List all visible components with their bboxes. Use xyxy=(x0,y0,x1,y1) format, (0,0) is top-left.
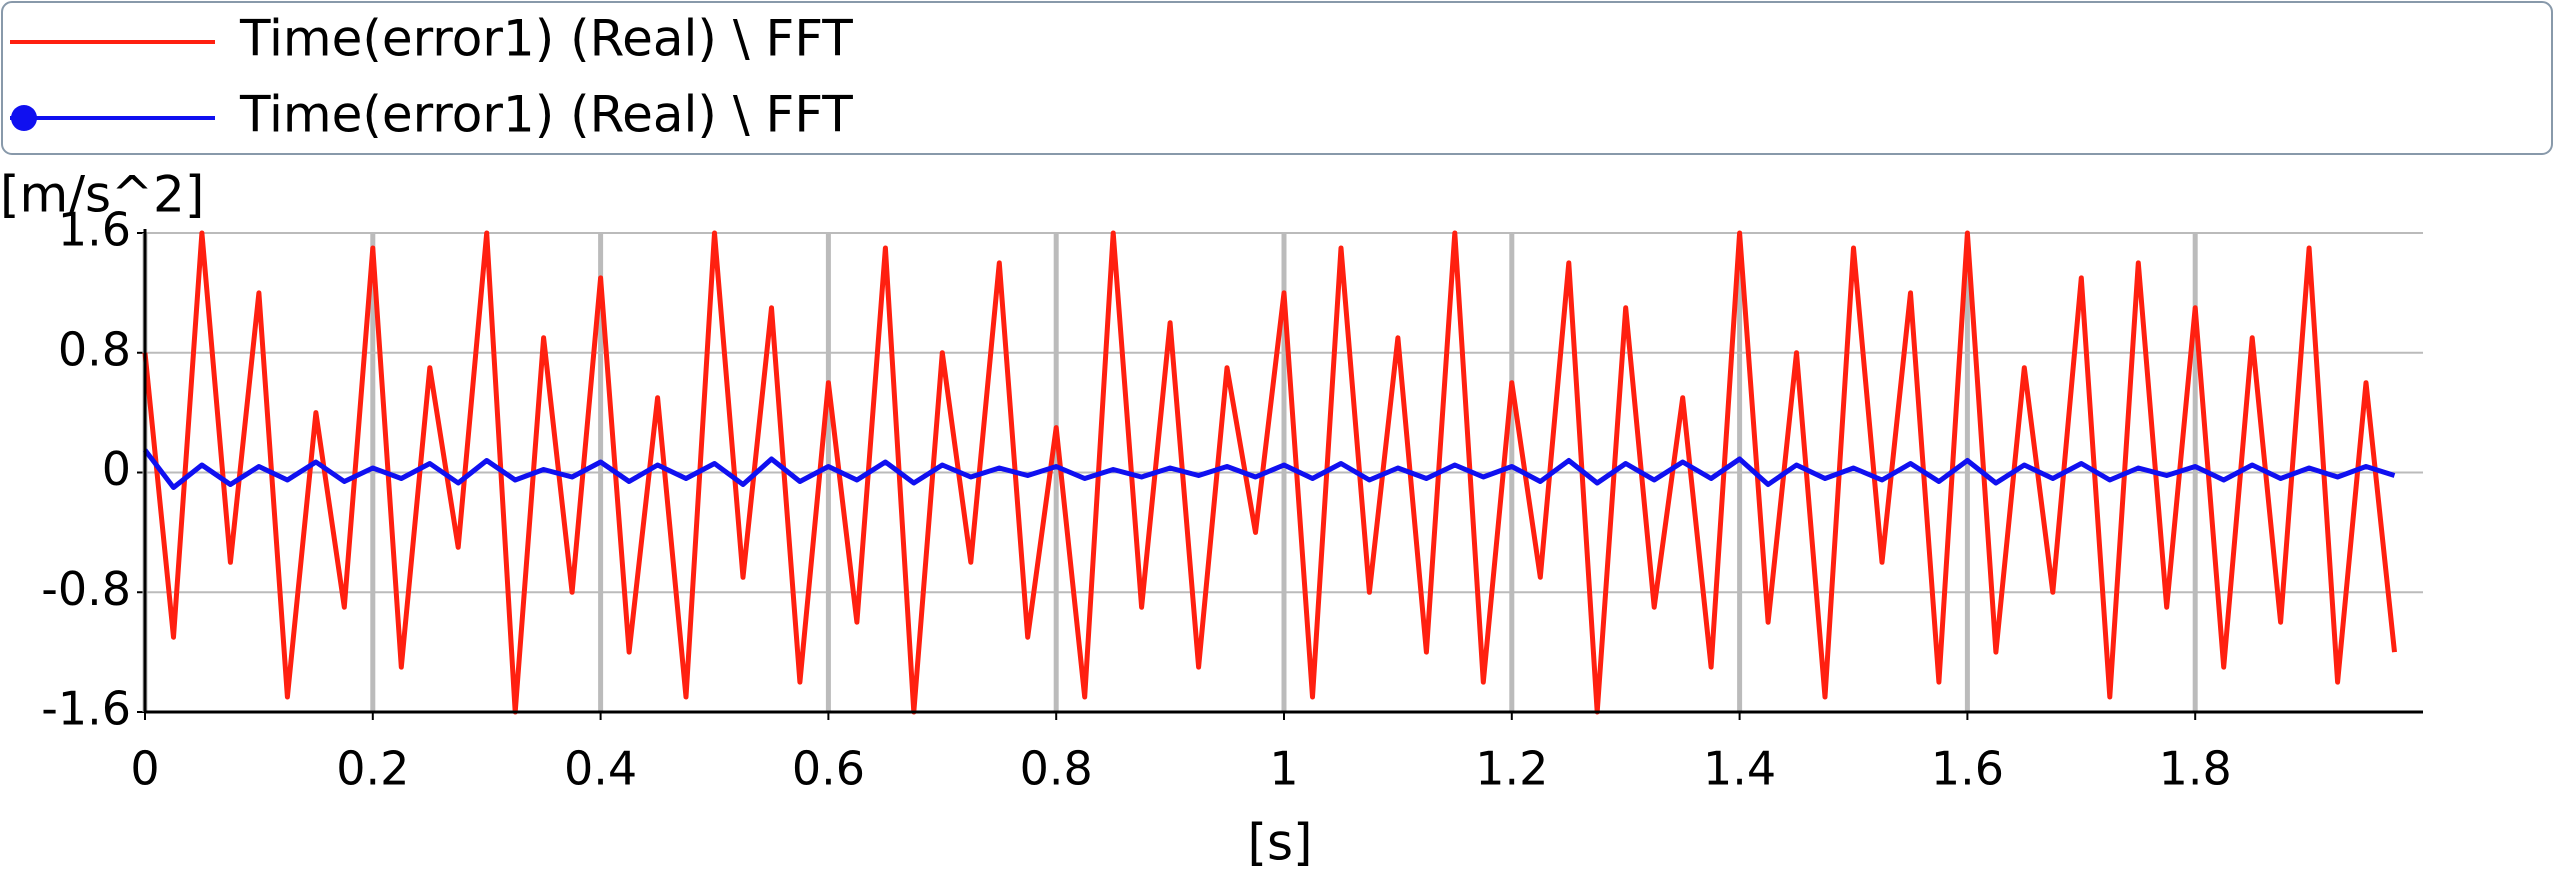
x-tick-label: 1.6 xyxy=(1931,742,2004,796)
y-tick-label: -1.6 xyxy=(41,682,131,736)
x-tick-label: 1.4 xyxy=(1703,742,1776,796)
data-line xyxy=(142,230,2397,715)
data-line xyxy=(143,448,2396,490)
legend-box xyxy=(1,1,2553,155)
x-tick-label: 0.8 xyxy=(1020,742,1093,796)
x-tick-label: 0.6 xyxy=(792,742,865,796)
y-tick-label: 0 xyxy=(102,442,131,496)
x-tick-label: 1.8 xyxy=(2159,742,2232,796)
x-tick-label: 1.2 xyxy=(1475,742,1548,796)
x-tick-label: 0.2 xyxy=(336,742,409,796)
x-tick-label: 0.4 xyxy=(564,742,637,796)
legend-label: Time(error1) (Real) \ FFT xyxy=(239,10,853,68)
y-tick-label: 0.8 xyxy=(58,322,131,376)
x-axis-label: [s] xyxy=(1247,814,1312,872)
x-tick-label: 1 xyxy=(1269,742,1298,796)
legend-marker xyxy=(11,105,37,131)
y-tick-label: 1.6 xyxy=(58,203,131,257)
legend-label: Time(error1) (Real) \ FFT xyxy=(239,86,853,144)
y-tick-label: -0.8 xyxy=(41,562,131,616)
x-tick-label: 0 xyxy=(130,742,159,796)
y-axis-label: [m/s^2] xyxy=(0,166,204,224)
